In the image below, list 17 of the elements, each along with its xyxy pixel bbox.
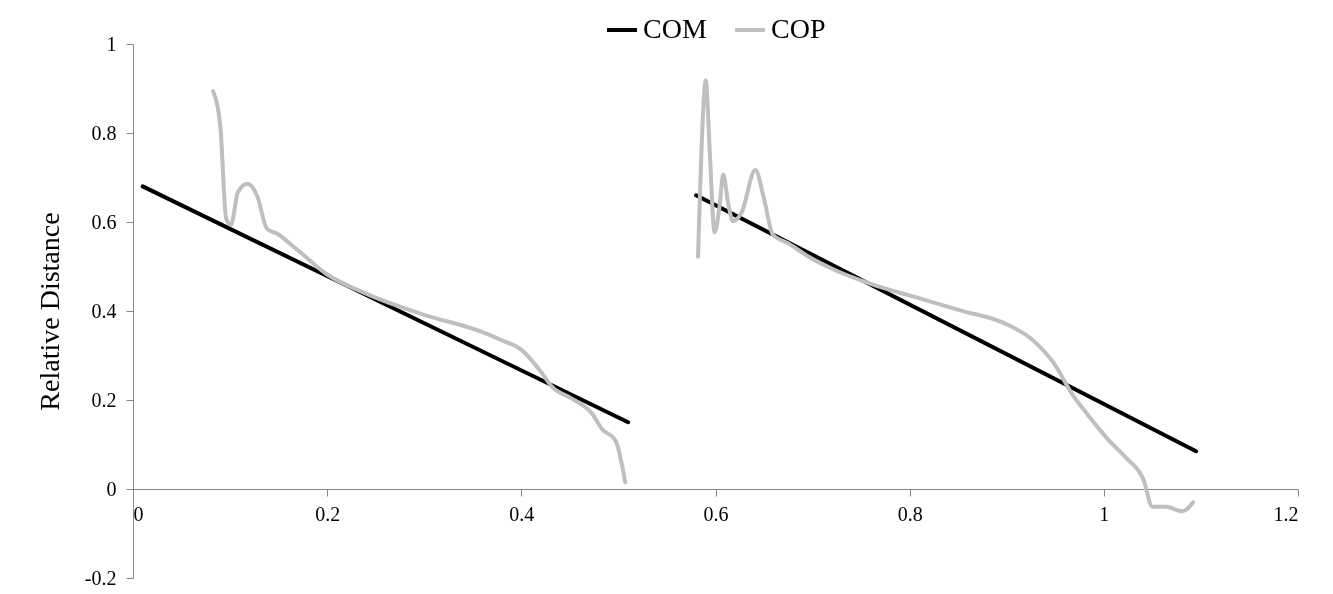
- legend-label: COM: [643, 13, 707, 44]
- x-tick-label: 0.4: [509, 502, 535, 525]
- legend-label: COP: [771, 13, 826, 44]
- x-tick-label: 0: [133, 502, 144, 525]
- y-tick-label: 0.6: [91, 210, 117, 233]
- y-tick-label: 0.4: [91, 299, 117, 322]
- x-tick-label: 0.2: [315, 502, 341, 525]
- y-tick-label: 0: [106, 477, 117, 500]
- x-tick-label: 0.6: [703, 502, 729, 525]
- y-tick-label: -0.2: [84, 566, 117, 589]
- y-tick-label: 0.2: [91, 388, 117, 411]
- y-axis-title: Relative Distance: [33, 212, 65, 411]
- y-tick-label: 1: [106, 32, 117, 55]
- x-tick-label: 0.8: [897, 502, 923, 525]
- x-tick-label: 1: [1099, 502, 1110, 525]
- y-tick-label: 0.8: [91, 121, 117, 144]
- x-tick-label: 1.2: [1273, 502, 1299, 525]
